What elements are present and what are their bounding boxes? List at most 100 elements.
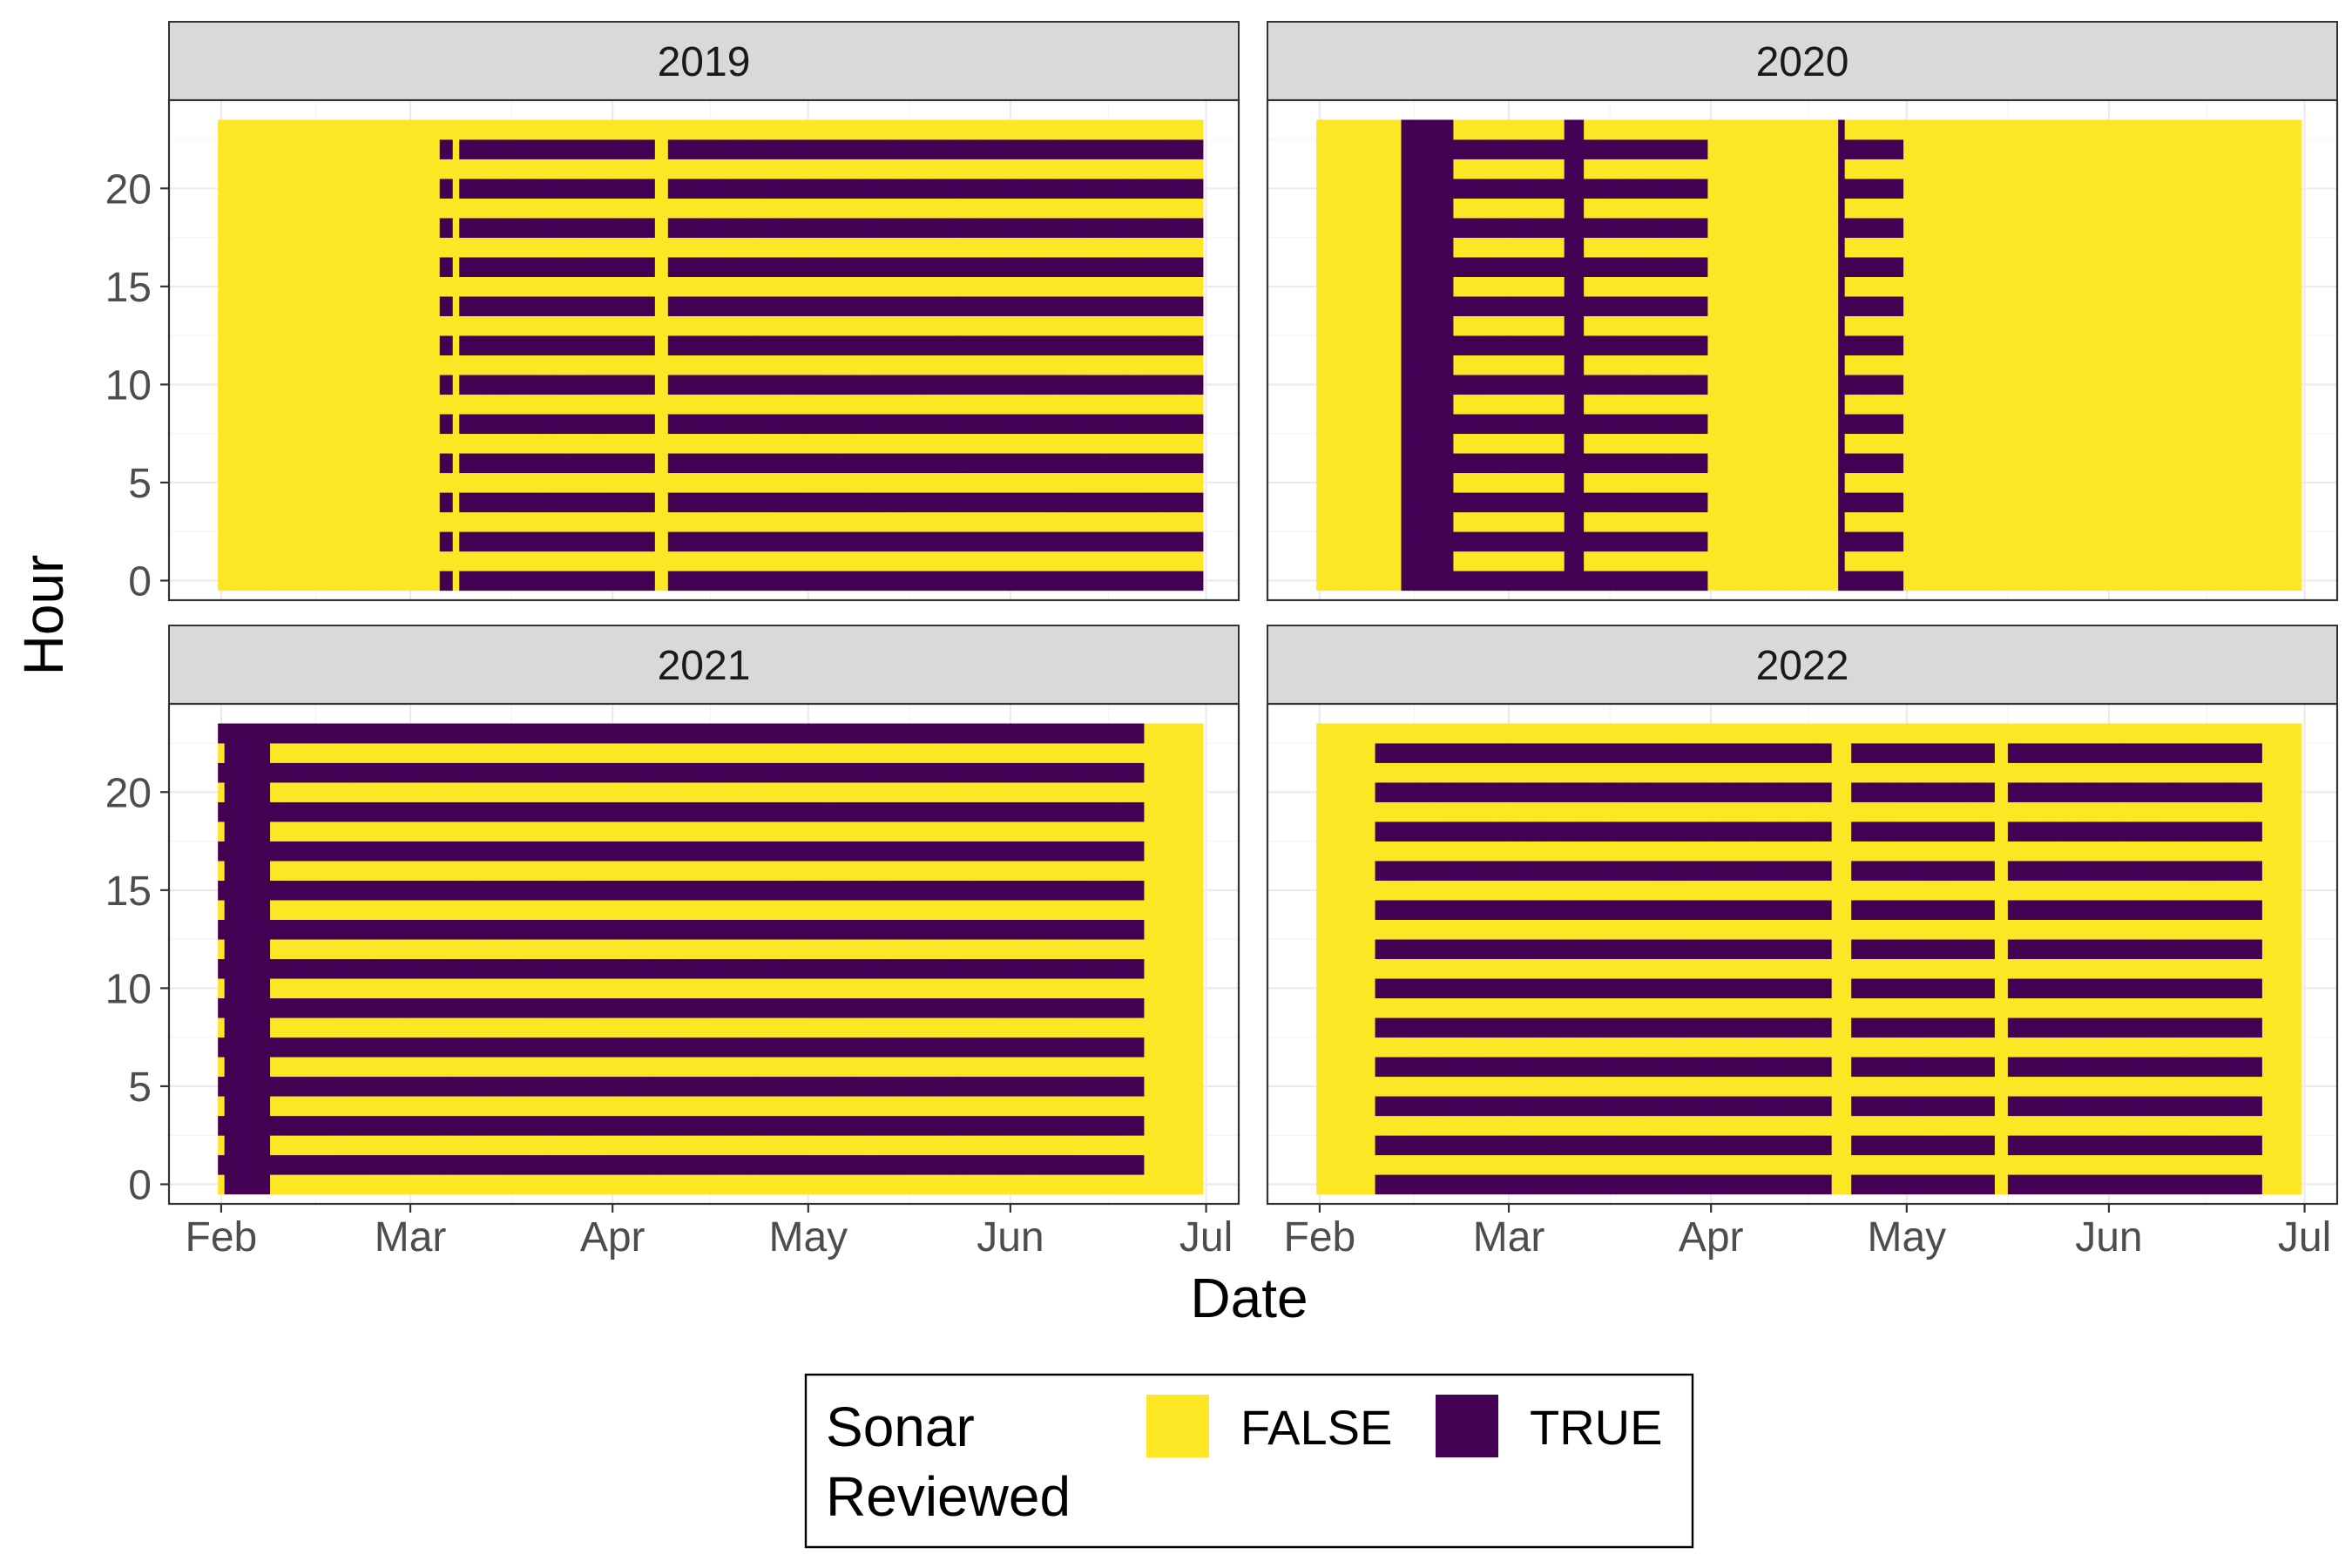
heatmap-tile xyxy=(517,335,525,356)
heatmap-tile xyxy=(706,472,714,493)
heatmap-tile xyxy=(524,453,532,474)
heatmap-tile xyxy=(1642,433,1650,454)
heatmap-tile xyxy=(551,472,558,493)
heatmap-tile xyxy=(1322,315,1330,336)
heatmap-tile xyxy=(1329,198,1337,219)
heatmap-tile xyxy=(798,414,806,435)
heatmap-tile xyxy=(1375,375,1382,395)
heatmap-tile xyxy=(667,257,675,277)
heatmap-tile xyxy=(1039,179,1047,199)
heatmap-tile xyxy=(1163,179,1171,199)
heatmap-tile xyxy=(1196,433,1204,454)
heatmap-tile xyxy=(1092,159,1099,179)
heatmap-tile xyxy=(537,139,545,159)
heatmap-tile xyxy=(1498,198,1506,219)
heatmap-tile xyxy=(687,335,695,356)
heatmap-tile xyxy=(792,276,800,297)
heatmap-tile xyxy=(902,492,910,513)
heatmap-tile xyxy=(974,119,982,140)
heatmap-tile xyxy=(622,119,630,140)
heatmap-tile xyxy=(1342,551,1350,571)
heatmap-tile xyxy=(1157,511,1165,532)
heatmap-tile xyxy=(335,296,343,317)
heatmap-tile xyxy=(1649,453,1657,474)
heatmap-tile xyxy=(564,355,571,375)
heatmap-tile xyxy=(1026,375,1034,395)
heatmap-tile xyxy=(1511,218,1519,238)
heatmap-tile xyxy=(472,139,480,159)
heatmap-tile xyxy=(1524,355,1532,375)
heatmap-tile xyxy=(576,119,585,140)
heatmap-tile xyxy=(1395,257,1402,277)
heatmap-tile xyxy=(667,492,675,513)
heatmap-tile xyxy=(1590,296,1598,317)
heatmap-tile xyxy=(1544,414,1552,435)
heatmap-tile xyxy=(1382,394,1389,415)
heatmap-tile xyxy=(648,453,656,474)
heatmap-tile xyxy=(1616,375,1624,395)
heatmap-tile xyxy=(478,355,486,375)
heatmap-tile xyxy=(1655,551,1663,571)
heatmap-tile xyxy=(452,355,460,375)
heatmap-tile xyxy=(1577,159,1585,179)
heatmap-tile xyxy=(1446,218,1454,238)
heatmap-tile xyxy=(1414,315,1422,336)
heatmap-tile xyxy=(504,237,512,258)
heatmap-tile xyxy=(961,453,969,474)
heatmap-tile xyxy=(1039,276,1047,297)
heatmap-tile xyxy=(889,159,897,179)
heatmap-tile xyxy=(1322,179,1330,199)
heatmap-tile xyxy=(792,218,800,238)
heatmap-tile xyxy=(693,257,701,277)
heatmap-tile xyxy=(276,414,284,435)
heatmap-tile xyxy=(583,394,591,415)
heatmap-tile xyxy=(328,375,336,395)
heatmap-tile xyxy=(400,276,408,297)
heatmap-tile xyxy=(446,218,454,238)
heatmap-tile xyxy=(1059,179,1067,199)
heatmap-tile xyxy=(321,179,330,199)
heatmap-tile xyxy=(1098,571,1106,591)
heatmap-tile xyxy=(524,296,532,317)
heatmap-tile xyxy=(1033,237,1041,258)
heatmap-tile xyxy=(289,375,297,395)
heatmap-tile xyxy=(1033,335,1041,356)
heatmap-tile xyxy=(1144,198,1152,219)
heatmap-tile xyxy=(1603,296,1611,317)
heatmap-tile xyxy=(843,179,852,199)
heatmap-tile xyxy=(1157,355,1165,375)
heatmap-tile xyxy=(1137,139,1146,159)
heatmap-tile xyxy=(635,179,643,199)
heatmap-tile xyxy=(929,511,936,532)
heatmap-tile xyxy=(1322,335,1330,356)
heatmap-tile xyxy=(856,414,865,435)
heatmap-tile xyxy=(674,433,682,454)
heatmap-tile xyxy=(818,511,826,532)
heatmap-tile xyxy=(759,355,767,375)
heatmap-tile xyxy=(1531,335,1539,356)
heatmap-tile xyxy=(876,257,884,277)
heatmap-tile xyxy=(1636,335,1644,356)
heatmap-tile xyxy=(355,394,362,415)
heatmap-tile xyxy=(1118,159,1125,179)
heatmap-tile xyxy=(524,179,532,199)
heatmap-tile xyxy=(889,472,897,493)
heatmap-tile xyxy=(1401,276,1409,297)
heatmap-tile xyxy=(576,433,585,454)
heatmap-tile xyxy=(902,218,910,238)
heatmap-tile xyxy=(491,218,499,238)
heatmap-tile xyxy=(1505,511,1513,532)
heatmap-tile xyxy=(1131,179,1139,199)
heatmap-tile xyxy=(1170,511,1178,532)
heatmap-tile xyxy=(1427,433,1435,454)
heatmap-tile xyxy=(843,218,852,238)
heatmap-tile xyxy=(856,571,865,591)
heatmap-tile xyxy=(929,159,936,179)
heatmap-tile xyxy=(1388,237,1396,258)
heatmap-tile xyxy=(524,218,532,238)
heatmap-tile xyxy=(856,335,865,356)
heatmap-tile xyxy=(779,237,787,258)
heatmap-tile xyxy=(648,551,656,571)
heatmap-tile xyxy=(876,139,884,159)
heatmap-tile xyxy=(968,198,976,219)
